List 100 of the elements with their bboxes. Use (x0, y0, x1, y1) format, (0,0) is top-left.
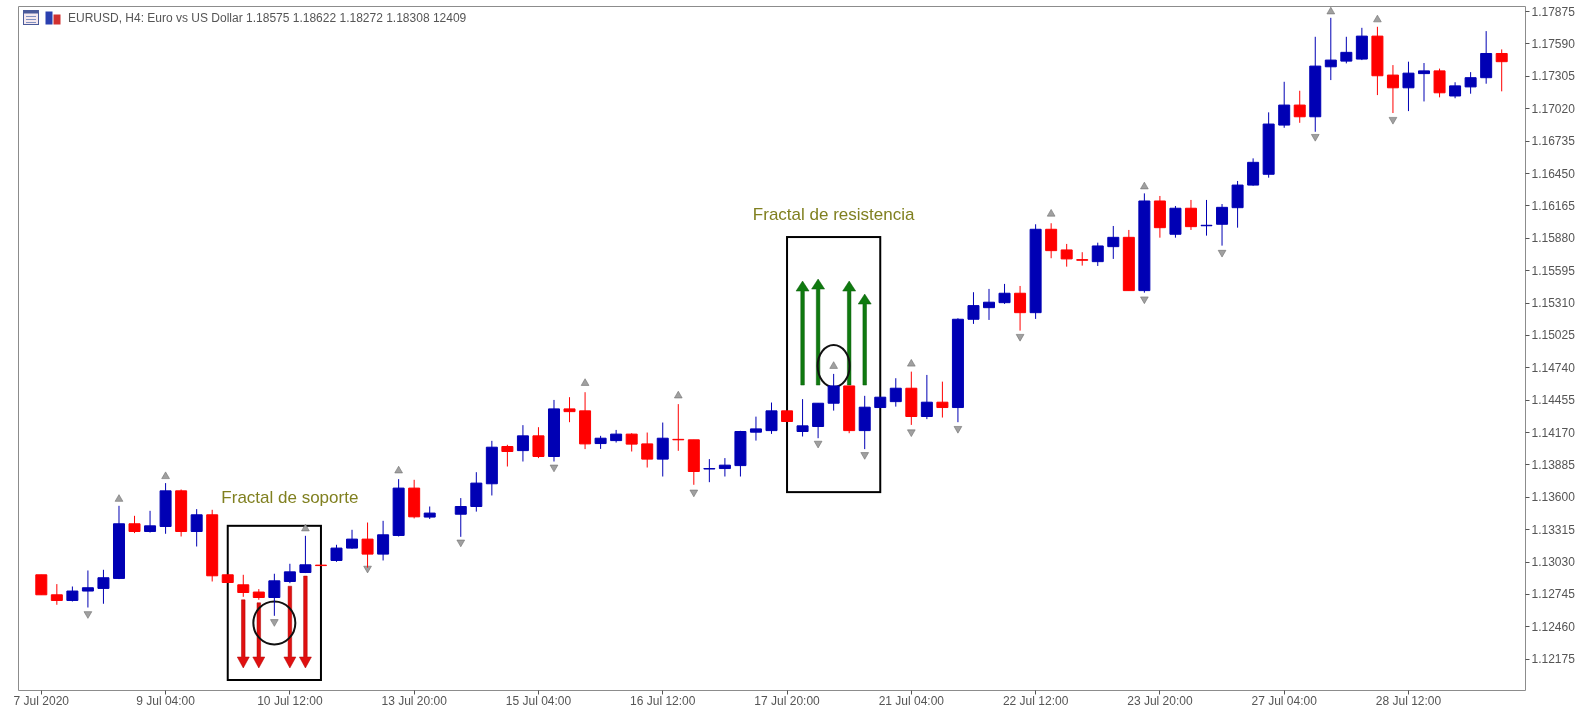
candlestick (1107, 225, 1120, 260)
point (580, 378, 590, 386)
point (907, 429, 916, 437)
y-tick-label: 1.12745 (1531, 587, 1576, 602)
x-tick-label: 22 Jul 12:00 (1002, 693, 1069, 708)
y-tick-label: 1.16450 (1531, 166, 1576, 181)
candlestick (377, 520, 390, 561)
y-tick-label: 1.17590 (1531, 37, 1576, 51)
candlestick (1386, 64, 1399, 114)
point (363, 565, 372, 574)
y-tick-label: 1.17020 (1531, 101, 1576, 116)
point (689, 489, 698, 498)
point (1373, 14, 1382, 23)
point (83, 611, 93, 619)
candlestick (641, 432, 654, 469)
annotation: Fractal de soporte (221, 487, 359, 507)
point (953, 426, 963, 434)
candlestick (283, 563, 296, 584)
candlestick (268, 573, 281, 617)
candlestick (1014, 285, 1027, 332)
x-tick-label: 9 Jul 04:00 (136, 693, 196, 708)
candlestick (1278, 81, 1291, 129)
candlestick (656, 422, 669, 478)
y-tick-label: 1.14740 (1531, 360, 1576, 375)
chart-title: EURUSD, H4: Euro vs US Dollar 1.18575 1.18622 1.18272 1.18308 12409 (68, 11, 467, 26)
y-tick-label: 1.15595 (1531, 263, 1576, 278)
candlestick (718, 457, 731, 478)
y-tick-label: 1.13885 (1531, 457, 1576, 472)
x-tick-label: 10 Jul 12:00 (257, 693, 323, 708)
candlestick (501, 444, 514, 468)
candlestick (1402, 61, 1415, 112)
y-tick-label: 1.15310 (1531, 296, 1576, 311)
x-tick-label: 27 Jul 04:00 (1251, 693, 1318, 708)
candlestick (1231, 180, 1244, 229)
candlestick (1495, 48, 1508, 92)
candlestick (97, 569, 110, 605)
x-tick-label: 13 Jul 20:00 (381, 693, 448, 708)
candlestick (858, 395, 871, 450)
y-tick-label: 1.17875 (1531, 4, 1576, 19)
point (1015, 334, 1025, 342)
point (1140, 181, 1149, 190)
candlestick (1184, 199, 1197, 231)
candlestick (796, 398, 809, 438)
x-tick-label: 7 Jul 2020 (13, 693, 70, 708)
candlestick (983, 288, 996, 321)
candlestick (889, 377, 902, 408)
y-tick-label: 1.14455 (1531, 393, 1576, 408)
candlestick (827, 373, 840, 412)
y-tick-label: 1.13600 (1531, 490, 1576, 505)
candlestick (998, 283, 1011, 305)
candlestick (81, 569, 94, 609)
candlestick (1091, 242, 1104, 267)
point (674, 390, 683, 399)
candlestick (516, 424, 529, 463)
candlestick (967, 291, 980, 325)
candlestick (1076, 251, 1089, 267)
point (813, 440, 823, 449)
candlestick (190, 508, 203, 547)
candlestick (1216, 203, 1229, 247)
point (1326, 6, 1335, 15)
point (549, 464, 559, 473)
x-tick-label: 15 Jul 04:00 (505, 693, 572, 708)
annotation: Fractal de resistencia (752, 205, 915, 225)
y-tick-label: 1.14170 (1531, 425, 1576, 440)
y-tick-label: 1.17305 (1531, 69, 1576, 84)
candlestick (299, 535, 312, 574)
candlestick (812, 402, 825, 439)
candlestick (920, 374, 933, 420)
point (301, 523, 310, 532)
y-tick-label: 1.12175 (1531, 652, 1576, 667)
y-tick-label: 1.13315 (1531, 522, 1576, 537)
x-tick-label: 21 Jul 04:00 (878, 693, 945, 708)
candlestick (1418, 62, 1431, 102)
candlestick (1045, 222, 1058, 259)
x-tick-label: 16 Jul 12:00 (630, 693, 696, 708)
point (860, 452, 869, 460)
point (1311, 134, 1320, 142)
x-tick-label: 17 Jul 20:00 (754, 693, 821, 708)
point (161, 471, 170, 479)
candlestick (144, 510, 157, 534)
point (1217, 250, 1227, 258)
candlestick (1247, 157, 1260, 187)
candlestick (1433, 68, 1446, 98)
candlestick (532, 426, 545, 459)
y-tick-label: 1.13030 (1531, 555, 1576, 570)
candlestick (1355, 27, 1368, 61)
y-tick-label: 1.16735 (1531, 134, 1576, 149)
candlestick (237, 574, 250, 598)
candlestick (346, 529, 359, 550)
y-tick-label: 1.15025 (1531, 328, 1576, 343)
candlestick (765, 402, 778, 435)
point (1388, 117, 1398, 125)
candlestick (470, 471, 483, 513)
point (394, 465, 403, 474)
candlestick (1060, 243, 1073, 268)
y-tick-label: 1.15880 (1531, 231, 1576, 246)
point (1140, 296, 1149, 304)
candlestick (749, 416, 762, 442)
candlestick (50, 583, 63, 606)
candlestick (1340, 36, 1353, 64)
